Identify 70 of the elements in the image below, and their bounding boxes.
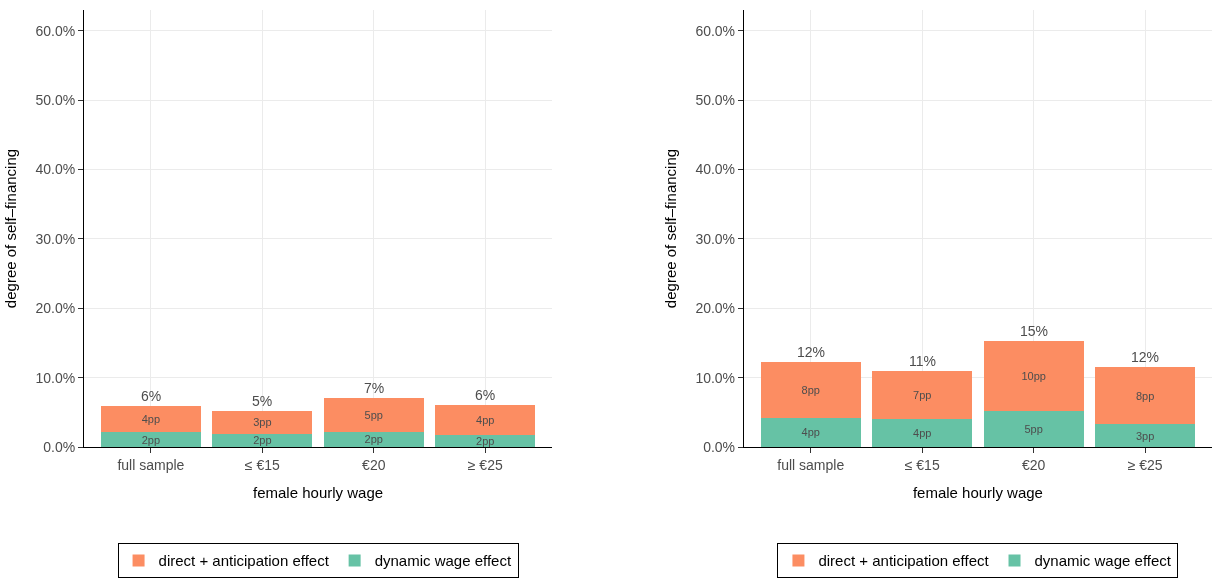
- y-tick-label: 20.0%: [35, 300, 76, 317]
- y-tick-label: 40.0%: [695, 161, 736, 178]
- bar: [212, 410, 313, 434]
- x-tick-label: €20: [1021, 456, 1046, 473]
- total-label: 12%: [1131, 349, 1160, 365]
- data-label: 4pp: [913, 427, 932, 440]
- x-tick-label: full sample: [117, 456, 185, 473]
- bar: [100, 406, 202, 433]
- data-label: 3pp: [253, 416, 272, 429]
- bar: [983, 340, 1084, 411]
- bar: [212, 433, 313, 447]
- x-tick-label: €20: [362, 456, 386, 473]
- y-tick-label: 10.0%: [35, 369, 76, 386]
- data-label: 2pp: [364, 433, 383, 446]
- legend-label: direct + anticipation effect: [818, 552, 990, 570]
- data-label: 7pp: [913, 388, 932, 401]
- total-label: 5%: [252, 393, 273, 409]
- bar: [435, 435, 536, 447]
- bar: [435, 404, 536, 436]
- data-label: 2pp: [141, 433, 161, 446]
- x-tick-label: ≥ €25: [467, 456, 503, 473]
- y-tick-label: 60.0%: [35, 22, 76, 39]
- bar: [1094, 424, 1196, 447]
- legend-label: dynamic wage effect: [1034, 552, 1172, 570]
- x-axis-title: female hourly wage: [253, 483, 384, 501]
- legend-label: direct + anticipation effect: [158, 552, 330, 570]
- total-label: 11%: [909, 353, 936, 369]
- data-label: 2pp: [253, 434, 272, 447]
- x-tick-label: ≥ €25: [1127, 456, 1163, 473]
- x-tick-label: ≤ €15: [244, 456, 281, 473]
- data-label: 4pp: [141, 413, 161, 426]
- data-label: 8pp: [1135, 389, 1155, 402]
- total-label: 12%: [797, 344, 826, 360]
- bar: [983, 410, 1084, 447]
- bar: [100, 432, 202, 447]
- total-label: 15%: [1020, 323, 1049, 339]
- bar: [872, 419, 973, 447]
- total-label: 7%: [364, 380, 385, 396]
- data-label: 4pp: [476, 413, 495, 426]
- bar: [323, 431, 424, 447]
- data-label: 8pp: [801, 383, 820, 396]
- y-tick-label: 40.0%: [35, 161, 76, 178]
- y-tick-label: 50.0%: [695, 92, 736, 109]
- bar: [760, 361, 861, 418]
- data-label: 5pp: [364, 408, 383, 421]
- x-tick-label: ≤ €15: [904, 456, 940, 473]
- x-tick-label: full sample: [777, 456, 845, 473]
- data-label: 4pp: [801, 426, 820, 439]
- bar: [1094, 367, 1196, 425]
- y-axis-title: degree of self–financing: [1, 148, 19, 309]
- bar: [323, 397, 424, 432]
- data-label: 10pp: [1021, 369, 1046, 382]
- data-label: 5pp: [1024, 422, 1043, 435]
- y-tick-label: 30.0%: [35, 230, 76, 247]
- y-tick-label: 20.0%: [695, 300, 736, 317]
- y-tick-label: 50.0%: [35, 92, 76, 109]
- bar: [872, 370, 973, 420]
- data-label: 3pp: [1135, 429, 1155, 442]
- y-tick-label: 30.0%: [695, 230, 736, 247]
- y-tick-label: 0.0%: [703, 438, 736, 455]
- y-tick-label: 10.0%: [695, 369, 736, 386]
- legend-label: dynamic wage effect: [374, 552, 512, 570]
- x-axis-title: female hourly wage: [912, 483, 1043, 501]
- y-axis-title: degree of self–financing: [661, 148, 679, 309]
- y-tick-label: 0.0%: [43, 438, 76, 455]
- total-label: 6%: [141, 388, 162, 404]
- y-tick-label: 60.0%: [695, 22, 736, 39]
- data-label: 2pp: [476, 435, 495, 448]
- total-label: 6%: [475, 387, 496, 403]
- bar: [760, 417, 861, 447]
